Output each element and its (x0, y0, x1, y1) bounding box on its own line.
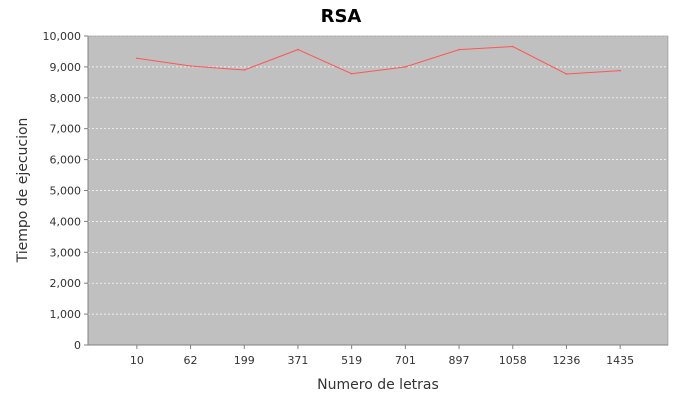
y-axis-label: Tiempo de ejecucion (15, 118, 31, 264)
data-point-0-8 (565, 73, 568, 75)
y-tick-label-2: 2,000 (50, 277, 82, 290)
y-tick-label-7: 7,000 (50, 123, 82, 136)
data-point-0-0 (136, 57, 138, 60)
y-tick-label-1: 1,000 (50, 308, 82, 321)
data-point-0-7 (511, 45, 514, 48)
data-point-0-2 (243, 69, 246, 71)
x-tick-label-0: 10 (130, 354, 144, 367)
y-tick-label-9: 9,000 (50, 61, 82, 74)
x-tick-label-9: 1435 (606, 354, 634, 367)
chart-title: RSA (321, 6, 362, 27)
series-line-0 (136, 45, 621, 75)
x-tick-label-2: 199 (234, 354, 255, 367)
y-tick-label-10: 10,000 (43, 30, 82, 43)
data-point-0-9 (619, 69, 621, 72)
data-point-0-5 (404, 66, 407, 68)
x-tick-label-1: 62 (184, 354, 198, 367)
data-point-0-1 (189, 65, 192, 67)
y-tick-label-6: 6,000 (50, 154, 82, 167)
x-tick-label-5: 701 (395, 354, 416, 367)
x-tick-label-8: 1236 (552, 354, 580, 367)
data-point-0-3 (297, 48, 299, 51)
y-tick-label-5: 5,000 (50, 185, 82, 198)
y-tick-label-4: 4,000 (50, 215, 82, 228)
x-tick-label-7: 1058 (499, 354, 527, 367)
y-tick-label-0: 0 (74, 339, 81, 352)
data-point-0-6 (458, 48, 460, 51)
x-tick-label-6: 897 (449, 354, 470, 367)
x-tick-label-4: 519 (341, 354, 362, 367)
data-point-0-4 (350, 72, 353, 75)
x-tick-label-3: 371 (287, 354, 308, 367)
y-tick-label-8: 8,000 (50, 92, 82, 105)
x-axis-label: Numero de letras (317, 377, 439, 393)
y-tick-label-3: 3,000 (50, 246, 82, 259)
